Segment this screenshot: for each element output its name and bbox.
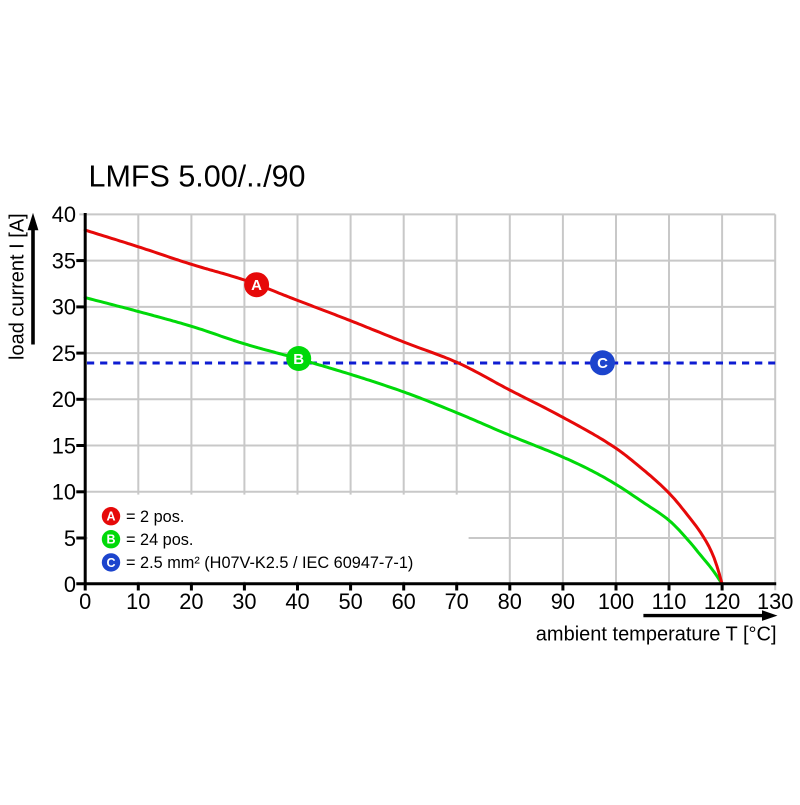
svg-text:C: C	[597, 355, 608, 372]
svg-text:80: 80	[498, 589, 522, 614]
svg-text:20: 20	[52, 387, 76, 412]
svg-text:= 2 pos.: = 2 pos.	[126, 508, 184, 526]
svg-text:40: 40	[285, 589, 309, 614]
svg-text:100: 100	[598, 589, 634, 614]
svg-text:20: 20	[179, 589, 203, 614]
svg-text:30: 30	[52, 295, 76, 320]
svg-text:= 24 pos.: = 24 pos.	[126, 531, 193, 549]
svg-text:A: A	[106, 510, 115, 524]
svg-text:130: 130	[757, 589, 793, 614]
svg-text:35: 35	[52, 248, 76, 273]
svg-text:= 2.5 mm² (H07V-K2.5 / IEC 609: = 2.5 mm² (H07V-K2.5 / IEC 60947-7-1)	[126, 554, 413, 572]
svg-text:110: 110	[652, 589, 687, 614]
svg-text:C: C	[106, 556, 115, 570]
svg-text:0: 0	[79, 589, 91, 614]
svg-text:5: 5	[64, 526, 76, 551]
svg-text:40: 40	[52, 202, 76, 227]
svg-text:60: 60	[392, 589, 416, 614]
svg-text:70: 70	[445, 589, 469, 614]
svg-text:30: 30	[232, 589, 256, 614]
svg-text:ambient temperature T [°C]: ambient temperature T [°C]	[536, 624, 777, 646]
svg-text:10: 10	[52, 480, 76, 505]
svg-text:load current I [A]: load current I [A]	[7, 213, 29, 360]
svg-text:15: 15	[52, 433, 76, 458]
svg-text:50: 50	[338, 589, 362, 614]
svg-text:B: B	[106, 533, 115, 547]
svg-text:10: 10	[126, 589, 150, 614]
svg-text:LMFS 5.00/../90: LMFS 5.00/../90	[89, 160, 306, 194]
svg-text:120: 120	[704, 589, 740, 614]
svg-text:90: 90	[551, 589, 575, 614]
svg-text:B: B	[293, 351, 304, 368]
svg-text:0: 0	[64, 572, 76, 597]
svg-text:A: A	[251, 277, 262, 294]
svg-text:25: 25	[52, 341, 76, 366]
